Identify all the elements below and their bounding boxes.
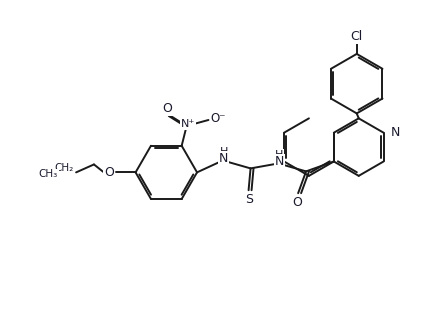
Text: CH₃: CH₃ [39, 169, 58, 179]
Text: CH₂: CH₂ [54, 163, 74, 173]
Text: N: N [219, 152, 229, 165]
Text: O: O [104, 166, 114, 179]
Text: O⁻: O⁻ [211, 112, 226, 124]
Text: H: H [275, 150, 284, 159]
Text: O: O [292, 196, 302, 209]
Text: S: S [245, 193, 254, 206]
Text: N: N [275, 155, 284, 168]
Text: H: H [220, 146, 228, 157]
Text: N: N [390, 126, 400, 139]
Text: O: O [162, 102, 172, 115]
Text: N⁺: N⁺ [181, 119, 195, 129]
Text: Cl: Cl [350, 30, 363, 43]
